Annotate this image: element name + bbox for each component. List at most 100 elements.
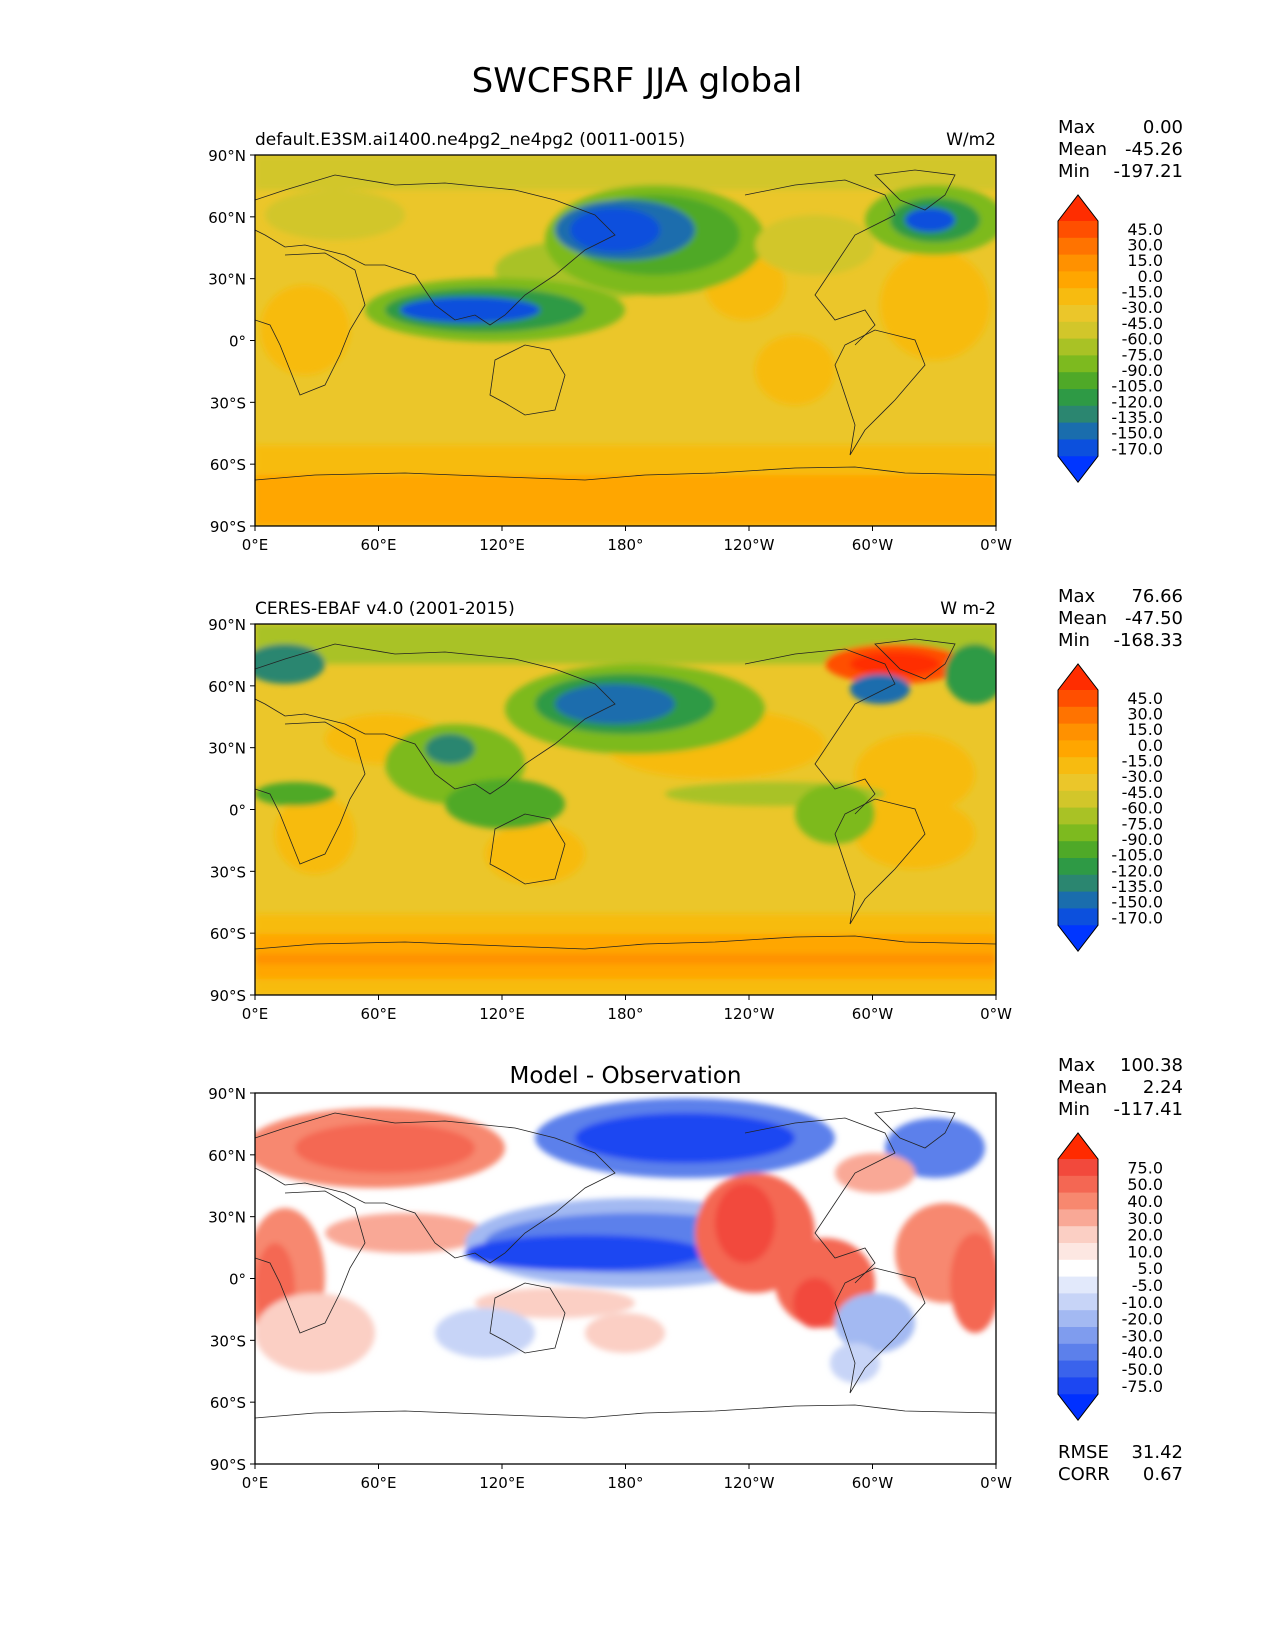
lat-tick-label: 30°S [210, 1332, 246, 1350]
field-patch [575, 1113, 795, 1163]
lat-tick-label: 90°S [210, 987, 246, 1005]
field-patch [905, 208, 955, 232]
colorbar-tick-label: 45.0 [1127, 220, 1163, 239]
lat-tick-label: 30°N [208, 271, 246, 289]
field-patch [950, 1233, 996, 1333]
colorbar-segment [1058, 706, 1098, 725]
lon-tick-label: 120°E [479, 536, 525, 554]
stat-value: -197.21 [1114, 161, 1183, 182]
field-patch [585, 1313, 665, 1353]
lat-tick-label: 0° [229, 802, 246, 820]
colorbar-tick-label: 40.0 [1127, 1192, 1163, 1211]
colorbar-tick-label: -90.0 [1122, 830, 1163, 849]
field-patch [945, 644, 996, 704]
colorbar: 45.030.015.00.0-15.0-30.0-45.0-60.0-75.0… [1057, 663, 1163, 953]
lat-tick-label: 60°S [210, 925, 246, 943]
colorbar-tick-label: -15.0 [1122, 283, 1163, 302]
coastline [255, 935, 996, 950]
colorbar-segment [1058, 422, 1098, 440]
field-patch [835, 1293, 915, 1353]
lat-tick-label: 90°S [210, 1456, 246, 1474]
lat-tick-label: 30°N [208, 1209, 246, 1227]
colorbar-segment [1058, 1159, 1098, 1177]
colorbar-segment [1058, 1377, 1098, 1395]
lat-tick-label: 60°N [208, 209, 246, 227]
stat-value: -117.41 [1114, 1099, 1183, 1120]
colorbar-extend-max [1058, 195, 1098, 221]
panel-model: default.E3SM.ai1400.ne4pg2_ne4pg2 (0011-… [208, 117, 1183, 554]
colorbar-tick-label: 50.0 [1127, 1175, 1163, 1194]
colorbar-segment [1058, 389, 1098, 407]
stat-label: Max [1058, 586, 1096, 607]
colorbar-tick-label: 15.0 [1127, 720, 1163, 739]
field-patch [855, 799, 975, 869]
colorbar-segment [1058, 690, 1098, 708]
colorbar-segment [1058, 841, 1098, 859]
colorbar-segment [1058, 254, 1098, 272]
lat-tick-label: 0° [229, 333, 246, 351]
coastline [255, 1112, 616, 1264]
lon-tick-label: 60°W [852, 1474, 894, 1492]
coastline [744, 179, 896, 346]
colorbar-extend-min [1058, 925, 1098, 952]
colorbar-tick-label: 20.0 [1127, 1226, 1163, 1245]
colorbar-tick-label: -105.0 [1111, 377, 1163, 396]
stat-label: Mean [1058, 608, 1107, 629]
colorbar-extend-max [1058, 664, 1098, 690]
lat-tick-label: 90°N [208, 616, 246, 634]
colorbar-tick-label: 0.0 [1138, 267, 1163, 286]
stat-value: 2.24 [1143, 1077, 1183, 1098]
map-field [255, 624, 996, 995]
colorbar-segment [1058, 824, 1098, 842]
colorbar-segment [1058, 1327, 1098, 1345]
colorbar-tick-label: 30.0 [1127, 236, 1163, 255]
colorbar-tick-label: -75.0 [1122, 814, 1163, 833]
stat-label: Max [1058, 117, 1096, 138]
lat-tick-label: 90°S [210, 518, 246, 536]
colorbar: 45.030.015.00.0-15.0-30.0-45.0-60.0-75.0… [1057, 194, 1163, 484]
field-patch [255, 782, 335, 806]
coastline [744, 648, 896, 815]
field-patch [255, 475, 996, 526]
lon-tick-label: 120°W [724, 1474, 775, 1492]
colorbar-segment [1058, 1343, 1098, 1362]
lon-tick-label: 0°W [980, 1005, 1012, 1023]
field-patch [425, 734, 475, 764]
field-patch [255, 1293, 375, 1373]
field-patch [850, 674, 910, 704]
field-patch [755, 335, 835, 405]
stat-label: Max [1058, 1055, 1096, 1076]
lon-tick-label: 120°W [724, 1005, 775, 1023]
stat-label: Min [1058, 1099, 1090, 1120]
colorbar-outline [1057, 663, 1099, 953]
coastline [834, 1267, 926, 1394]
lat-tick-label: 0° [229, 1271, 246, 1289]
colorbar-tick-label: 5.0 [1138, 1259, 1163, 1278]
coastline [874, 638, 956, 680]
field-patch [755, 215, 875, 275]
field-patch [475, 1288, 635, 1318]
stat-label: Mean [1058, 139, 1107, 160]
colorbar-segment [1058, 891, 1098, 909]
colorbar-segment [1058, 288, 1098, 306]
field-patch [465, 1235, 705, 1271]
lon-tick-label: 60°E [360, 536, 396, 554]
lon-tick-label: 0°W [980, 536, 1012, 554]
colorbar-segment [1058, 1209, 1098, 1227]
lon-tick-label: 180° [607, 1474, 643, 1492]
lon-tick-label: 0°E [242, 1005, 269, 1023]
field-patch [255, 155, 996, 190]
coastline [255, 174, 616, 326]
coastline [744, 1117, 896, 1284]
colorbar-segment [1058, 355, 1098, 373]
coastline [255, 1404, 996, 1419]
lat-tick-label: 60°S [210, 1394, 246, 1412]
lon-tick-label: 120°E [479, 1474, 525, 1492]
field-patch [715, 1183, 775, 1263]
lat-tick-label: 30°N [208, 740, 246, 758]
colorbar-tick-label: 45.0 [1127, 689, 1163, 708]
colorbar-tick-label: -30.0 [1122, 298, 1163, 317]
stat-value: -168.33 [1114, 630, 1183, 651]
field-patch [255, 644, 325, 684]
